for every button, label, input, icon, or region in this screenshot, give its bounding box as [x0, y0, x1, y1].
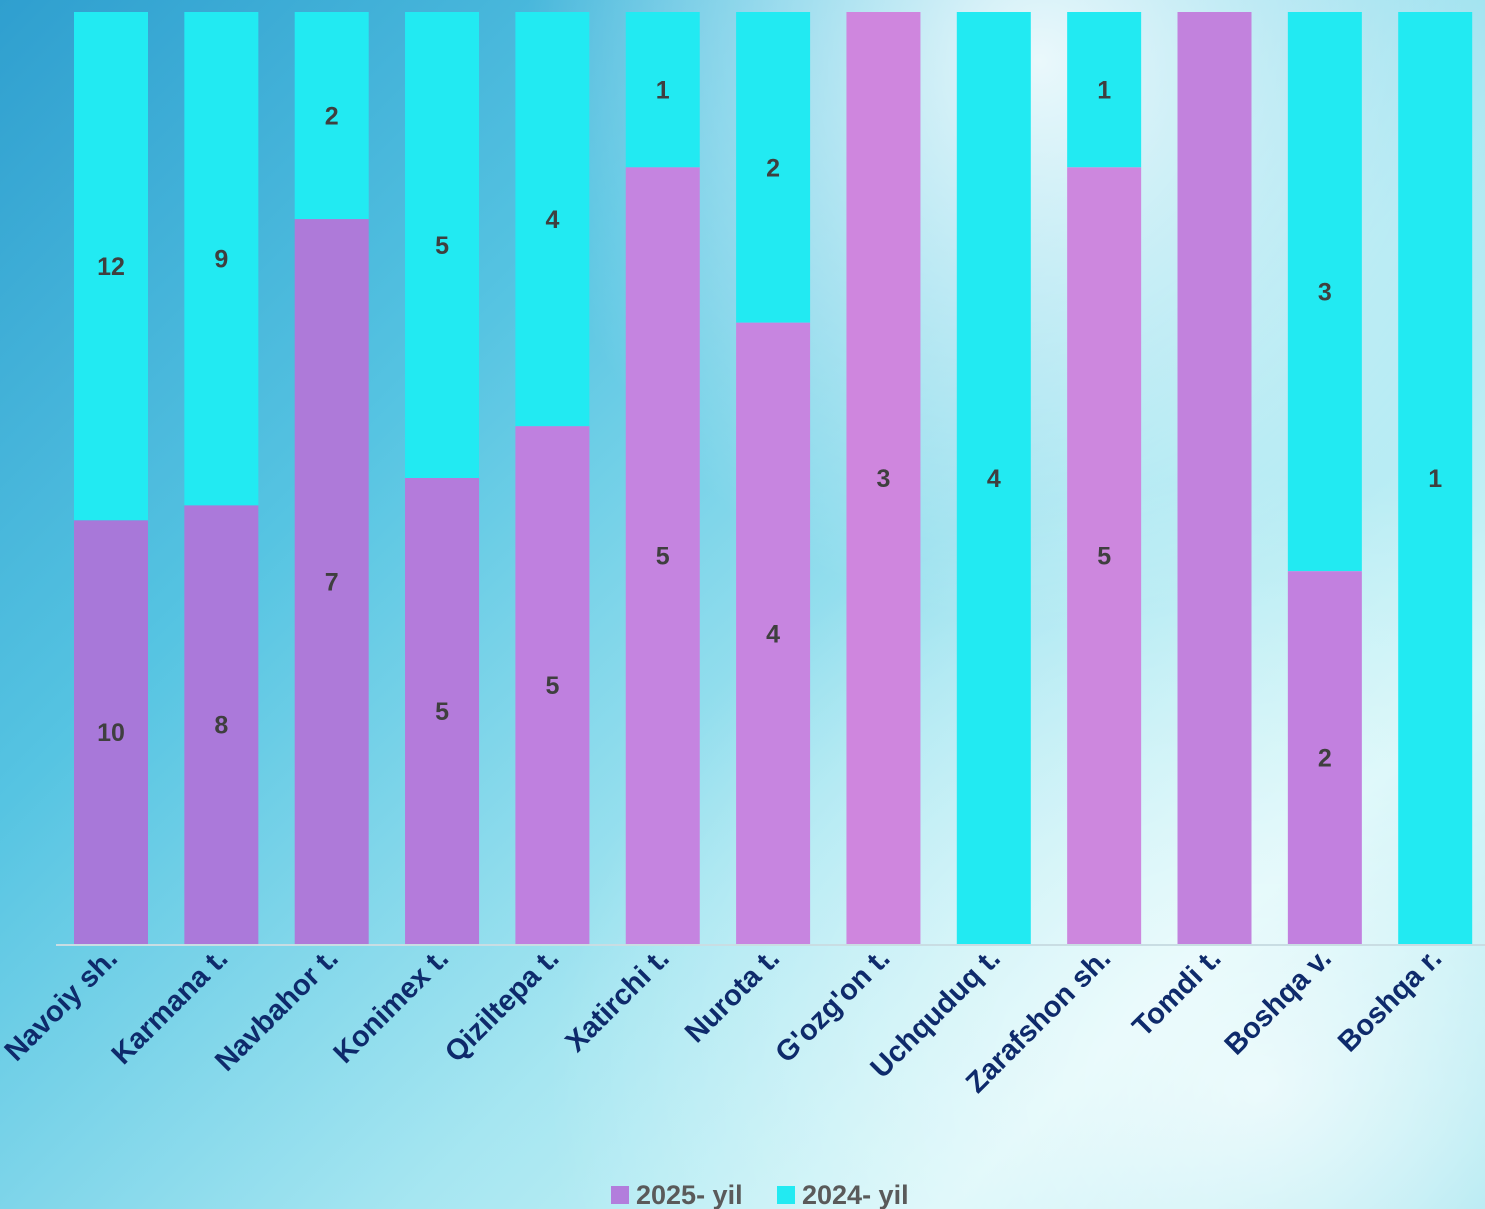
bar-2024-4: [405, 12, 480, 478]
category-label-group-12: Boshqa v.: [1219, 942, 1338, 1061]
value-label-2025-3: 7: [325, 569, 339, 597]
value-label-2024-9: 4: [987, 465, 1001, 493]
bars-group: [74, 12, 1473, 945]
value-label-2025-7: 4: [766, 620, 780, 648]
value-label-2025-4: 5: [435, 698, 449, 726]
bar-2025-7: [736, 322, 811, 945]
category-label-group-7: Nurota t.: [679, 942, 786, 1049]
category-label-group-13: Boshqa r.: [1332, 942, 1448, 1058]
category-label-4: Konimex t.: [328, 942, 455, 1069]
category-label-group-6: Xatirchi t.: [560, 942, 676, 1058]
legend: 2025- yil 2024- yil: [611, 1180, 909, 1209]
category-label-group-5: Qiziltepa t.: [439, 942, 565, 1068]
value-label-2024-1: 12: [97, 253, 125, 281]
legend-swatch-1: [611, 1186, 629, 1204]
category-label-12: Boshqa v.: [1219, 942, 1338, 1061]
value-label-2025-1: 10: [97, 719, 125, 747]
bar-2024-13: [1398, 12, 1473, 944]
value-label-2024-6: 1: [656, 77, 670, 105]
value-label-2024-5: 4: [545, 206, 559, 234]
value-label-2024-13: 1: [1428, 465, 1442, 493]
value-label-2024-3: 2: [325, 103, 339, 131]
value-label-2025-8: 3: [876, 465, 890, 493]
category-label-6: Xatirchi t.: [560, 942, 676, 1058]
category-label-11: Tomdi t.: [1127, 942, 1228, 1043]
value-label-2024-10: 1: [1097, 77, 1111, 105]
bar-2025-8: [846, 12, 921, 944]
bar-2025-5: [515, 426, 590, 944]
legend-label-2: 2024- yil: [802, 1180, 909, 1209]
bar-2024-10: [1067, 12, 1142, 168]
bar-2024-2: [184, 12, 259, 506]
value-label-2024-7: 2: [766, 154, 780, 182]
bar-2025-12: [1287, 571, 1362, 944]
value-label-2025-2: 8: [214, 712, 228, 740]
bar-2024-12: [1287, 12, 1362, 572]
legend-label-1: 2025- yil: [636, 1180, 743, 1209]
bar-2025-11: [1177, 12, 1252, 944]
bar-2024-6: [625, 12, 700, 168]
category-label-5: Qiziltepa t.: [439, 942, 565, 1068]
bar-2025-3: [294, 219, 369, 945]
category-label-group-4: Konimex t.: [328, 942, 455, 1069]
bar-2024-3: [294, 12, 369, 220]
category-label-group-11: Tomdi t.: [1127, 942, 1228, 1043]
bar-2025-10: [1067, 167, 1142, 945]
category-label-7: Nurota t.: [679, 942, 786, 1049]
bar-2024-1: [74, 12, 148, 521]
bar-2024-9: [956, 12, 1031, 944]
bar-2025-1: [74, 520, 148, 944]
value-label-2025-6: 5: [656, 543, 670, 571]
value-label-2024-2: 9: [214, 246, 228, 274]
bar-2024-7: [736, 12, 811, 323]
value-label-2025-12: 2: [1318, 745, 1332, 773]
category-label-13: Boshqa r.: [1332, 942, 1448, 1058]
value-label-2024-12: 3: [1318, 279, 1332, 307]
bar-2025-2: [184, 505, 259, 944]
bar-2025-6: [625, 167, 700, 945]
value-label-2024-4: 5: [435, 232, 449, 260]
legend-swatch-2: [777, 1186, 795, 1204]
value-label-2025-10: 5: [1097, 543, 1111, 571]
bar-2024-5: [515, 12, 590, 427]
bar-2025-4: [405, 478, 480, 944]
value-label-2025-5: 5: [545, 672, 559, 700]
